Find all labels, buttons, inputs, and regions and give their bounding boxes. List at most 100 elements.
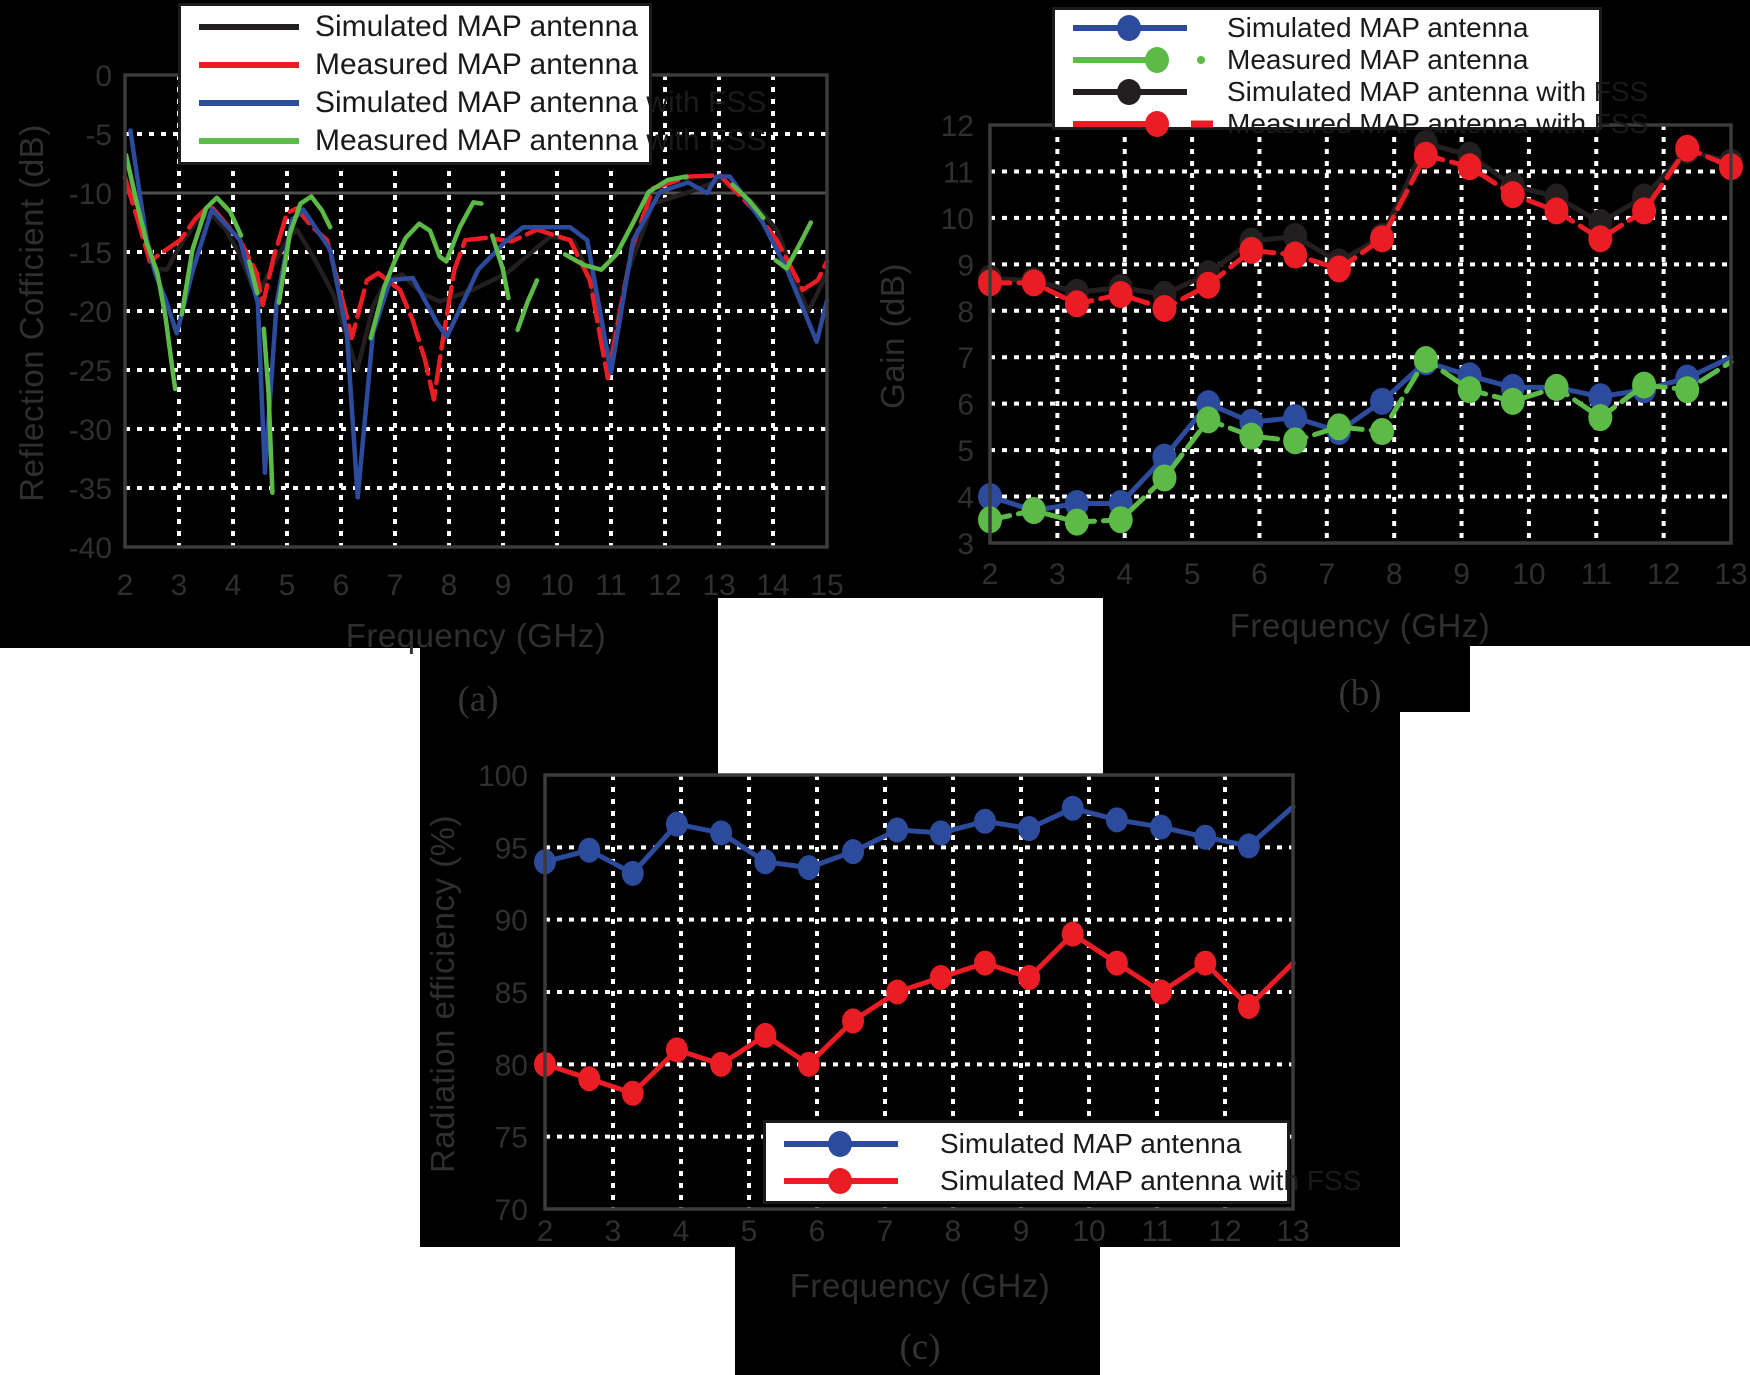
- x-tick-label: 13: [1276, 1215, 1309, 1248]
- legend-label: Measured MAP antenna: [1227, 44, 1529, 75]
- chart-b-xaxis-label: Frequency (GHz): [1229, 607, 1491, 644]
- legend-item: Simulated MAP antenna: [181, 10, 649, 44]
- data-point-marker: [1021, 269, 1046, 297]
- data-point-marker: [1108, 281, 1133, 309]
- data-point-marker: [1061, 795, 1084, 821]
- data-point-marker: [1283, 241, 1308, 269]
- legend-sample-svg: [199, 100, 299, 106]
- legend-sample-svg: [1073, 15, 1187, 41]
- x-tick-label: 12: [648, 569, 681, 602]
- legend-label: Measured MAP antenna with FSS: [1227, 108, 1649, 139]
- x-tick-label: 8: [441, 569, 458, 602]
- panel-background: [1400, 646, 1470, 712]
- data-point-marker: [842, 839, 865, 865]
- chart-a-yaxis-label: Reflection Cofficient (dB): [13, 124, 50, 502]
- series-line: [179, 195, 244, 317]
- x-tick-label: 5: [741, 1215, 758, 1248]
- y-tick-label: 12: [941, 110, 974, 143]
- y-tick-label: 6: [957, 389, 974, 422]
- x-tick-label: 10: [1072, 1215, 1105, 1248]
- legend-item: Measured MAP antenna with FSS: [181, 124, 766, 158]
- data-point-marker: [578, 1066, 601, 1092]
- legend-item: Measured MAP antenna: [181, 48, 649, 82]
- data-point-marker: [1237, 833, 1260, 859]
- x-tick-label: 10: [1512, 558, 1545, 591]
- panel-background: [1103, 646, 1400, 775]
- data-point-marker: [621, 860, 644, 886]
- x-tick-label: 9: [495, 569, 512, 602]
- y-tick-label: 85: [495, 977, 528, 1010]
- series-line: [368, 200, 484, 341]
- legend-sample-svg: [1073, 79, 1187, 105]
- data-point-marker: [1196, 406, 1221, 434]
- legend-label: Simulated MAP antenna with FSS: [940, 1164, 1362, 1196]
- data-point-marker: [1413, 346, 1438, 374]
- legend-line-sample: [1069, 109, 1219, 139]
- panel-background: [1103, 598, 1750, 646]
- x-tick-label: 15: [810, 569, 843, 602]
- caption-b: (b): [1338, 673, 1382, 714]
- x-tick-label: 2: [537, 1215, 554, 1248]
- data-point-marker: [1632, 371, 1657, 399]
- legend-item: Simulated MAP antenna with FSS: [766, 1165, 1361, 1197]
- chart-a-xaxis-label: Frequency (GHz): [345, 617, 607, 654]
- x-tick-label: 6: [333, 569, 350, 602]
- x-tick-label: 3: [171, 569, 188, 602]
- data-point-marker: [1457, 376, 1482, 404]
- legend-sample-svg: [199, 62, 299, 68]
- y-tick-label: 80: [495, 1049, 528, 1082]
- y-tick-label: 8: [957, 296, 974, 329]
- data-point-marker: [1632, 197, 1657, 225]
- y-tick-label: 10: [941, 203, 974, 236]
- y-tick-label: 100: [478, 760, 528, 793]
- data-point-marker: [578, 837, 601, 863]
- series-line: [246, 259, 260, 296]
- series-measured-map-antenna-with-fss: [978, 134, 1743, 322]
- data-point-marker: [665, 1037, 688, 1063]
- x-tick-label: 5: [1184, 558, 1201, 591]
- x-tick-label: 7: [387, 569, 404, 602]
- series-line: [489, 233, 511, 301]
- data-point-marker: [1105, 950, 1128, 976]
- x-tick-label: 3: [1049, 558, 1066, 591]
- legend-line-sample: [1069, 13, 1219, 43]
- legend-line-sample: [193, 12, 305, 42]
- data-point-marker: [1064, 508, 1089, 536]
- legend-item: Measured MAP antenna: [1055, 44, 1599, 76]
- y-tick-label: 75: [495, 1122, 528, 1155]
- y-tick-label: 4: [957, 482, 974, 515]
- series-measured-map-antenna-with-fss: [123, 152, 814, 495]
- series-line: [128, 128, 830, 500]
- data-point-marker: [1283, 404, 1308, 432]
- data-point-marker: [1108, 506, 1133, 534]
- data-point-marker: [710, 1051, 733, 1077]
- x-tick-label: 9: [1013, 1215, 1030, 1248]
- data-point-marker: [754, 1022, 777, 1048]
- data-point-marker: [1018, 965, 1041, 991]
- data-point-marker: [1239, 422, 1264, 450]
- data-point-marker: [1326, 255, 1351, 283]
- x-tick-label: 12: [1647, 558, 1680, 591]
- x-tick-label: 11: [1581, 558, 1612, 591]
- panel-background: [0, 598, 718, 648]
- legend-line-sample: [1069, 45, 1219, 75]
- x-tick-label: 2: [982, 558, 999, 591]
- plot-border: [543, 773, 1295, 1211]
- series-measured-map-antenna: [978, 346, 1734, 536]
- data-point-marker: [886, 817, 909, 843]
- x-tick-label: 4: [225, 569, 242, 602]
- data-point-marker: [1064, 490, 1089, 518]
- panel-background: [420, 648, 718, 775]
- series-line: [123, 152, 178, 392]
- x-tick-label: 5: [279, 569, 296, 602]
- x-tick-label: 4: [1116, 558, 1133, 591]
- data-point-marker: [1150, 814, 1173, 840]
- data-point-marker: [1239, 236, 1264, 264]
- data-point-marker: [1588, 404, 1613, 432]
- legend-label: Simulated MAP antenna: [940, 1127, 1242, 1159]
- legend-sample-svg: [784, 1130, 898, 1157]
- y-tick-label: 5: [957, 435, 974, 468]
- data-point-marker: [621, 1080, 644, 1106]
- y-tick-label: -10: [69, 178, 112, 211]
